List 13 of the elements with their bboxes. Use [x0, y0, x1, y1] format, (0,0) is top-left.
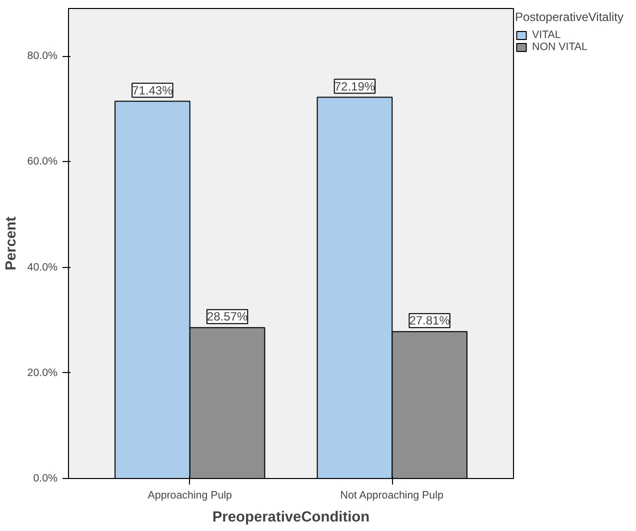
y-tick-label: 20.0%	[27, 366, 58, 379]
legend-label: NON VITAL	[532, 41, 588, 53]
y-tick-label: 80.0%	[27, 50, 58, 62]
y-tick-label: 60.0%	[27, 156, 58, 168]
x-tick-label: Not Approaching Pulp	[340, 490, 444, 502]
legend-label: VITAL	[532, 29, 561, 41]
y-tick-label: 40.0%	[27, 261, 58, 274]
x-axis-title: PreoperativeCondition	[212, 510, 370, 526]
y-axis-title: Percent	[3, 216, 20, 270]
y-tick-label: 0.0%	[33, 472, 58, 484]
legend-title: PostoperativeVitality	[515, 10, 624, 24]
x-tick-label: Approaching Pulp	[148, 490, 232, 502]
data-label: 28.57%	[206, 310, 248, 324]
